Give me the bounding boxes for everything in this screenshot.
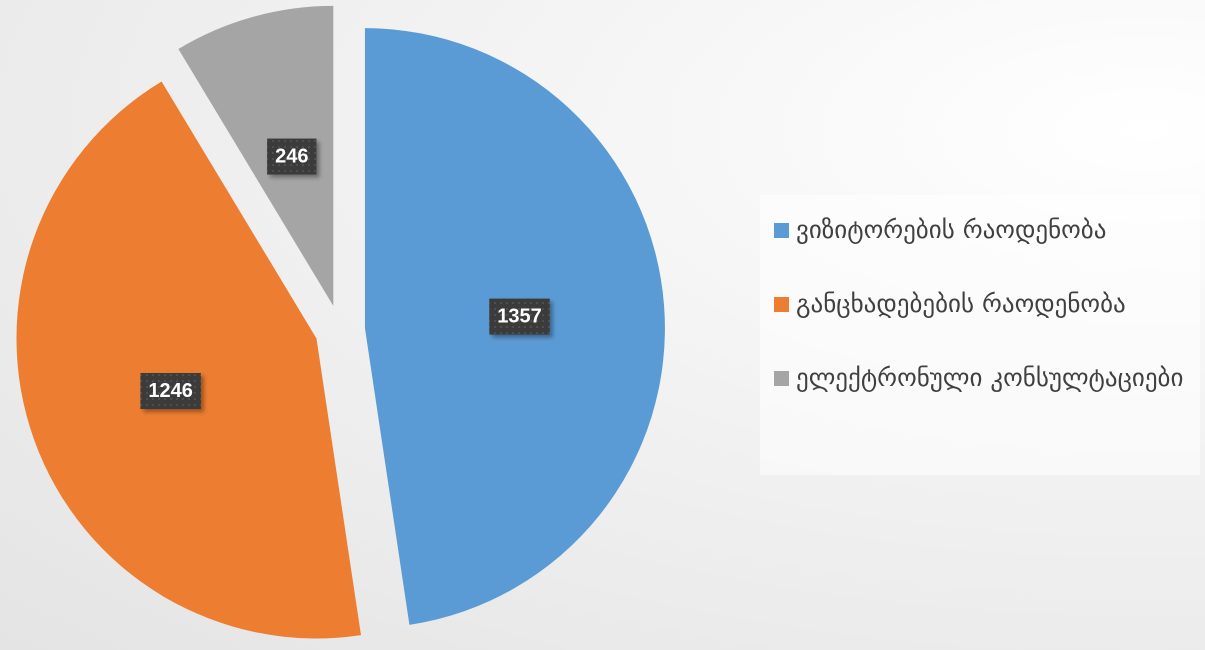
legend-label: ელექტრონული კონსულტაციები (796, 363, 1184, 392)
chart: 1357 1246 246 (16, 5, 665, 639)
legend-label: განცხადებების რაოდენობა (796, 289, 1126, 318)
legend-swatch (774, 371, 789, 386)
data-label: 1357 (489, 298, 550, 335)
pie-slice (178, 5, 334, 306)
legend-item: ვიზიტორების რაოდენობა (774, 207, 1190, 253)
data-label-text: 246 (275, 146, 308, 168)
legend-swatch (774, 223, 789, 238)
data-label-text: 1357 (497, 306, 542, 328)
pie-slice (16, 81, 361, 639)
data-label-box (489, 298, 550, 335)
legend-label: ვიზიტორების რაოდენობა (796, 215, 1107, 244)
data-label: 246 (267, 138, 317, 175)
legend: ვიზიტორების რაოდენობა განცხადებების რაოდე… (760, 195, 1200, 475)
data-label-box (140, 372, 201, 409)
legend-swatch (774, 297, 789, 312)
legend-item: ელექტრონული კონსულტაციები (774, 355, 1190, 401)
data-label-text: 1246 (148, 380, 193, 402)
data-label-box (267, 138, 317, 175)
data-label: 1246 (140, 372, 201, 409)
legend-item: განცხადებების რაოდენობა (774, 281, 1190, 327)
